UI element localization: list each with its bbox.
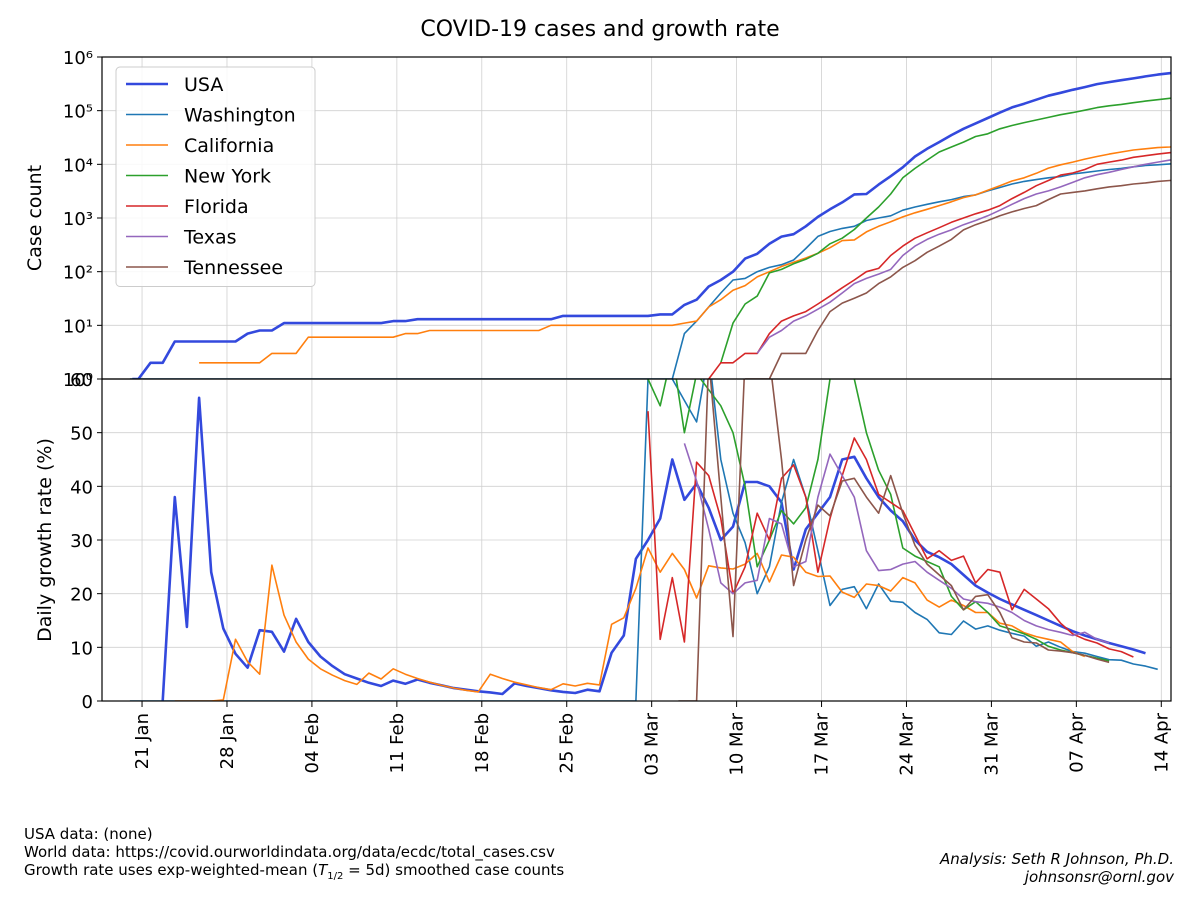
- legend-label: California: [184, 135, 274, 157]
- growth-series-texas: [683, 443, 1110, 644]
- y-tick-label: 50: [70, 424, 93, 445]
- legend-label: USA: [184, 74, 223, 96]
- y-tick-label: 10²: [63, 263, 93, 284]
- usa-data-note: USA data: (none): [24, 825, 153, 843]
- legend-box: [115, 66, 316, 287]
- cases-series-california: [199, 146, 1171, 364]
- growth-series-tennessee: [678, 379, 1110, 701]
- x-tick-label: 21 Jan: [132, 713, 153, 769]
- y-tick-label: 10¹: [63, 316, 93, 337]
- y-tick-label: 10⁶: [63, 48, 93, 69]
- method-subscript: 1/2: [327, 871, 344, 882]
- y-axis-label: Case count: [24, 165, 46, 271]
- method-note: Growth rate uses exp-weighted-mean (T1/2…: [24, 861, 564, 886]
- method-suffix: = 5d) smoothed case counts: [343, 861, 565, 879]
- y-tick-label: 20: [70, 585, 93, 606]
- x-tick-label: 07 Apr: [1066, 712, 1087, 772]
- method-symbol: T: [318, 861, 328, 879]
- chart-title: COVID-19 cases and growth rate: [420, 17, 779, 42]
- cases-series-group: [129, 71, 1171, 379]
- author-credit: Analysis: Seth R Johnson, Ph.D. johnsons…: [940, 850, 1174, 886]
- growth-series-florida: [647, 411, 1134, 658]
- legend-label: Florida: [184, 196, 249, 218]
- y-tick-label: 40: [70, 477, 93, 498]
- growth-series-usa: [161, 396, 1146, 701]
- growth-series-new-york: [647, 379, 1110, 662]
- cases-series-florida: [708, 151, 1171, 379]
- footer-notes: USA data: (none) World data: https://cov…: [24, 825, 564, 886]
- case-count-panel: 10⁰ 10¹ 10² 10³ 10⁴ 10⁵ 10⁶ Case count USA Washin…: [24, 48, 1172, 391]
- legend-label: Texas: [183, 227, 237, 249]
- x-tick-label: 10 Mar: [727, 712, 748, 775]
- world-data-note: World data: https://covid.ourworldindata…: [24, 843, 555, 861]
- growth-series-group: [129, 379, 1158, 701]
- x-tick-label: 04 Feb: [302, 713, 323, 774]
- y-tick-label: 60: [70, 370, 93, 391]
- legend: USA Washington California New York Florida Te…: [115, 66, 316, 287]
- growth-series-california: [174, 547, 1086, 701]
- x-tick-label: 25 Feb: [557, 713, 578, 774]
- y-tick-label: 10⁵: [63, 102, 93, 123]
- x-tick-label: 28 Jan: [217, 713, 238, 769]
- y-tick-label: 10³: [63, 209, 93, 230]
- x-tick-label: 18 Feb: [472, 713, 493, 774]
- x-tick-label: 14 Apr: [1151, 712, 1172, 772]
- x-tick-label: 17 Mar: [812, 712, 833, 775]
- cases-series-texas: [756, 159, 1171, 354]
- y-tick-label: 0: [82, 692, 93, 713]
- growth-series-washington: [129, 379, 1158, 701]
- x-tick-label: 11 Feb: [387, 713, 408, 774]
- author-name: Analysis: Seth R Johnson, Ph.D.: [939, 850, 1174, 868]
- legend-label: Tennessee: [183, 257, 283, 279]
- chart-canvas: COVID-19 cases and growth rate 10⁰ 10¹ 10²…: [24, 17, 1172, 776]
- y-tick-label: 10: [70, 638, 93, 659]
- growth-rate-panel: 0 10 20 30 40 50 60 Daily growth rate (%) 21 Jan…: [34, 370, 1172, 776]
- legend-label: Washington: [184, 105, 296, 127]
- y-tick-label: 10⁰: [63, 370, 93, 391]
- cases-series-washington: [129, 163, 1171, 379]
- y-tick-label: 10⁴: [63, 155, 93, 176]
- x-tick-label: 31 Mar: [981, 712, 1002, 775]
- cases-series-new-york: [720, 97, 1171, 364]
- y-axis-label: Daily growth rate (%): [34, 438, 56, 642]
- author-email: johnsonsr@ornl.gov: [1024, 868, 1174, 886]
- cases-series-usa: [132, 71, 1171, 379]
- cases-series-tennessee: [745, 179, 1171, 379]
- method-prefix: Growth rate uses exp-weighted-mean (: [24, 861, 319, 879]
- y-tick-label: 30: [70, 531, 93, 552]
- x-tick-label: 03 Mar: [642, 712, 663, 775]
- x-tick-label: 24 Mar: [896, 712, 917, 775]
- legend-label: New York: [184, 166, 271, 188]
